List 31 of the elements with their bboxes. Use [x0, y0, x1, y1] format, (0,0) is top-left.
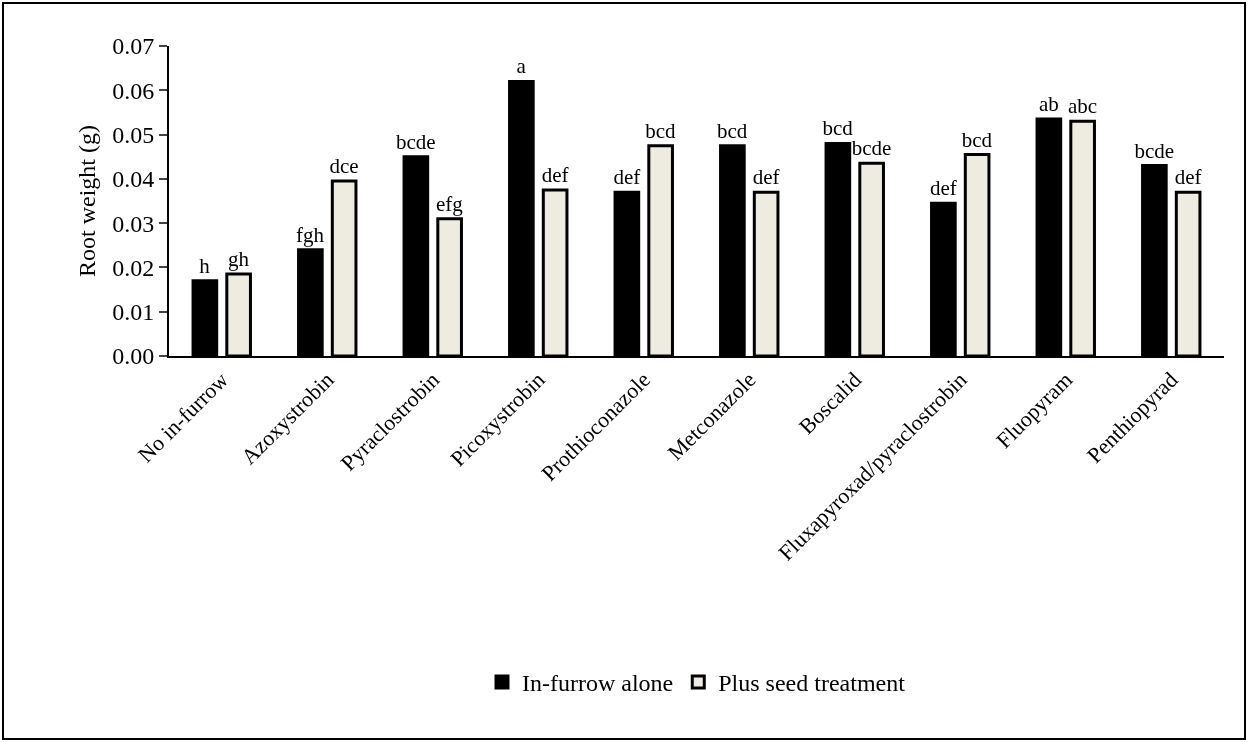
data-label: efg	[435, 191, 464, 216]
data-label: bcd	[645, 118, 677, 143]
y-tick-label: 0.01	[112, 299, 155, 326]
y-tick-label: 0.00	[112, 343, 155, 370]
y-tick-label: 0.02	[112, 254, 155, 281]
data-label: bcd	[716, 118, 748, 143]
y-tick-label: 0.07	[112, 33, 155, 60]
data-label: abc	[1068, 94, 1098, 119]
y-tick-label: 0.05	[112, 121, 155, 148]
data-label: a	[516, 54, 527, 79]
y-tick-label: 0.03	[112, 210, 155, 237]
data-label: dce	[329, 154, 359, 179]
legend-label: Plus seed treatment	[718, 670, 906, 697]
data-label: ab	[1038, 92, 1059, 117]
data-label: bcde	[851, 136, 892, 161]
data-label: bcde	[396, 129, 436, 154]
data-label: def	[613, 165, 641, 190]
y-tick-label: 0.06	[112, 77, 155, 104]
data-label: def	[752, 165, 780, 190]
data-label: bcd	[822, 116, 854, 141]
data-label: fgh	[296, 222, 325, 247]
y-tick-label: 0.04	[112, 166, 155, 193]
data-label: bcde	[1134, 138, 1175, 163]
data-label: def	[541, 162, 569, 187]
legend-label: In-furrow alone	[522, 670, 674, 697]
data-label: def	[1174, 165, 1202, 190]
data-label: def	[929, 176, 957, 201]
data-label: h	[199, 253, 211, 278]
data-label: gh	[227, 247, 250, 272]
y-axis-title: Root weight (g)	[73, 125, 100, 277]
data-label: bcd	[961, 127, 993, 152]
